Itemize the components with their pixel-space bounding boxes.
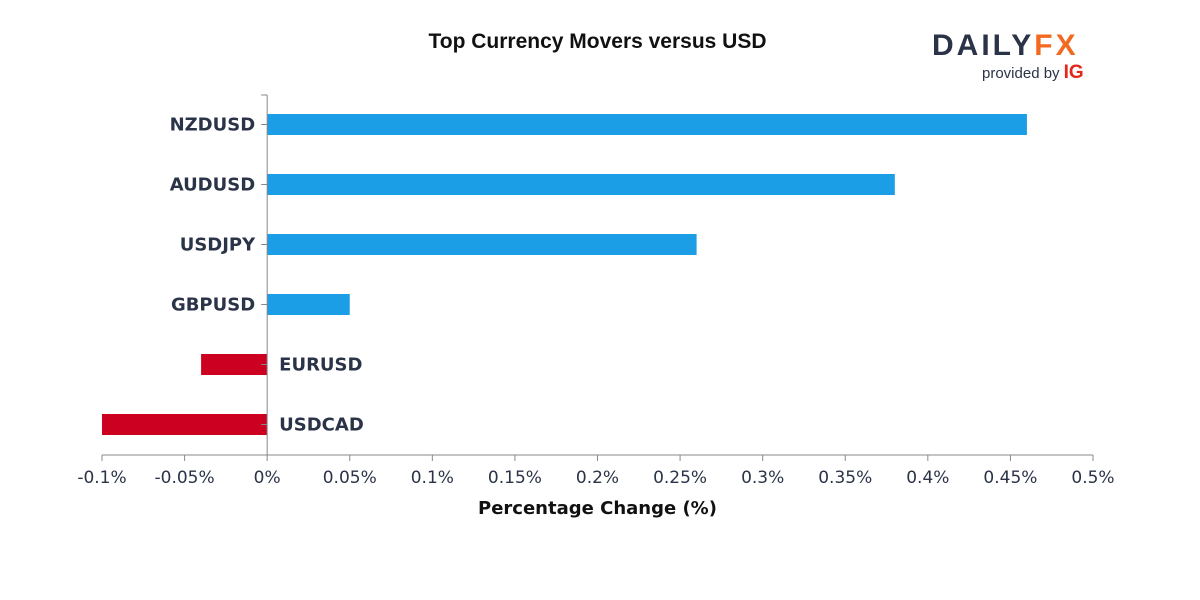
x-tick-label: 0.05% bbox=[323, 468, 377, 488]
x-tick-label: 0.15% bbox=[488, 468, 542, 488]
x-tick-label: 0.4% bbox=[906, 468, 949, 488]
bar-audusd bbox=[267, 174, 895, 195]
logo-wordmark: DAILYFX bbox=[932, 30, 1079, 62]
logo-text-fx: FX bbox=[1034, 29, 1079, 62]
logo-provided-by-text: provided by bbox=[982, 65, 1060, 82]
x-tick-label: -0.05% bbox=[155, 468, 215, 488]
category-label-usdjpy: USDJPY bbox=[180, 235, 256, 256]
category-label-gbpusd: GBPUSD bbox=[171, 295, 255, 316]
logo-ig-brand: IG bbox=[1063, 62, 1084, 83]
x-tick-label: 0.25% bbox=[653, 468, 707, 488]
chart-title: Top Currency Movers versus USD bbox=[428, 30, 767, 53]
bar-usdjpy bbox=[267, 234, 697, 255]
dailyfx-logo: DAILYFX provided by IG bbox=[930, 30, 1090, 83]
category-label-audusd: AUDUSD bbox=[170, 175, 255, 196]
bar-eurusd bbox=[201, 354, 268, 375]
category-label-usdcad: USDCAD bbox=[279, 415, 364, 436]
x-tick-label: 0.45% bbox=[983, 468, 1037, 488]
bar-nzdusd bbox=[267, 114, 1027, 135]
x-tick-label: 0.5% bbox=[1071, 468, 1114, 488]
x-tick-label: 0.2% bbox=[576, 468, 619, 488]
logo-text-daily: DAILY bbox=[932, 29, 1035, 62]
x-axis-title: Percentage Change (%) bbox=[478, 498, 717, 519]
bars-layer bbox=[102, 114, 1027, 435]
x-tick-label: 0.1% bbox=[411, 468, 454, 488]
category-label-eurusd: EURUSD bbox=[279, 355, 362, 376]
x-tick-label: 0.35% bbox=[818, 468, 872, 488]
x-tick-label: -0.1% bbox=[77, 468, 126, 488]
x-tick-label: 0% bbox=[254, 468, 281, 488]
labels-layer: NZDUSD AUDUSD USDJPY GBPUSD EURUSD USDCAD -0.1… bbox=[77, 115, 1114, 489]
x-tick-label: 0.3% bbox=[741, 468, 784, 488]
axes-layer bbox=[101, 94, 1094, 461]
logo-provided-by: provided by IG bbox=[982, 62, 1084, 83]
category-label-nzdusd: NZDUSD bbox=[170, 115, 256, 136]
bar-usdcad bbox=[102, 414, 268, 435]
bar-gbpusd bbox=[267, 294, 350, 315]
